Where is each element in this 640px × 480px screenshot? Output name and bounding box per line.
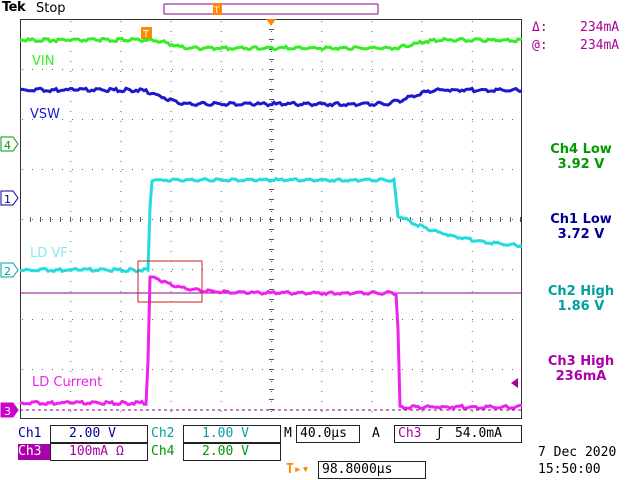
ch1-scale-box[interactable]: 2.00 V — [50, 425, 148, 443]
measurement-title: Ch1 Low — [550, 212, 612, 227]
trace-vsw — [20, 86, 522, 108]
ch3-scale-box[interactable]: 100mA Ω — [50, 443, 148, 461]
label-ld-vf: LD VF — [30, 246, 68, 261]
ch2-marker[interactable]: 2 — [0, 262, 20, 279]
ch4-scale-box[interactable]: 2.00 V — [183, 443, 281, 461]
ch3-scale-label: Ch3 — [18, 444, 50, 460]
cursor-delta-value: 234mA — [580, 20, 620, 35]
measurement-value: 236mA — [555, 369, 607, 384]
ch1-marker[interactable]: 1 — [0, 190, 20, 207]
label-vin: VIN — [32, 54, 54, 69]
svg-text:3: 3 — [4, 405, 11, 418]
trace-ld-current — [20, 275, 522, 411]
svg-text:4: 4 — [4, 139, 11, 152]
trigger-position-icon: T▸▾ — [286, 462, 310, 477]
measurement-title: Ch3 High — [547, 354, 615, 369]
trigger-time-marker — [141, 27, 152, 39]
trigger-mode: A — [372, 426, 380, 441]
cursor-at-value: 234mA — [580, 38, 620, 53]
acquisition-state: Stop — [36, 1, 66, 16]
brand-logo: Tek — [2, 0, 26, 15]
scope-graticule: T VIN VSW LD VF LD Current — [20, 19, 522, 419]
top-bar: Tek Stop T — [0, 0, 640, 20]
timebase-prefix: M — [284, 426, 292, 441]
measurement-value: 3.72 V — [557, 227, 605, 242]
time-readout: 15:50:00 — [538, 462, 601, 477]
highlight-box — [137, 260, 203, 303]
trigger-position-box[interactable]: 98.8000µs — [318, 461, 426, 479]
measurement-ch2-high: Ch2 High 1.86 V — [522, 284, 640, 314]
cursor-at-label: @: — [532, 38, 548, 53]
grid-dots — [20, 19, 521, 412]
measurement-title: Ch4 Low — [550, 142, 612, 157]
trigger-position-marker — [266, 19, 276, 26]
measurement-ch3-high: Ch3 High 236mA — [522, 354, 640, 384]
measurement-panel: Δ: 234mA @: 234mA Ch4 Low 3.92 V Ch1 Low… — [511, 18, 640, 418]
measurement-ch1-low: Ch1 Low 3.72 V — [522, 212, 640, 242]
measurement-ch4-low: Ch4 Low 3.92 V — [522, 142, 640, 172]
ch2-scale-box[interactable]: 1.00 V — [183, 425, 281, 443]
trace-vin — [20, 36, 522, 52]
ch4-scale-label: Ch4 — [151, 444, 175, 459]
label-ld-current: LD Current — [32, 375, 102, 390]
ch1-scale-label: Ch1 — [18, 426, 42, 441]
trigger-source: Ch3 — [398, 426, 422, 441]
ch2-scale-label: Ch2 — [151, 426, 175, 441]
svg-text:1: 1 — [4, 193, 11, 206]
timebase-box[interactable]: 40.0µs — [296, 425, 360, 443]
measurement-value: 3.92 V — [557, 157, 605, 172]
trace-ld-vf — [20, 176, 522, 274]
trigger-level: 54.0mA — [454, 426, 502, 441]
label-vsw: VSW — [30, 107, 60, 122]
measurement-value: 1.86 V — [557, 299, 605, 314]
cursor-delta-label: Δ: — [532, 20, 548, 35]
ch3-level-arrow-icon — [511, 378, 518, 388]
svg-text:T: T — [213, 6, 220, 16]
measurement-title: Ch2 High — [547, 284, 615, 299]
svg-text:2: 2 — [4, 265, 11, 278]
record-position-bar[interactable]: T — [160, 0, 385, 18]
ch3-marker[interactable]: 3 — [0, 402, 20, 419]
trigger-slope-icon: ʃ — [435, 426, 444, 441]
trigger-box[interactable]: Ch3 ʃ 54.0mA — [394, 425, 522, 443]
ch4-marker[interactable]: 4 — [0, 136, 20, 153]
date-readout: 7 Dec 2020 — [538, 445, 617, 460]
trigger-time-label: T — [142, 29, 150, 40]
